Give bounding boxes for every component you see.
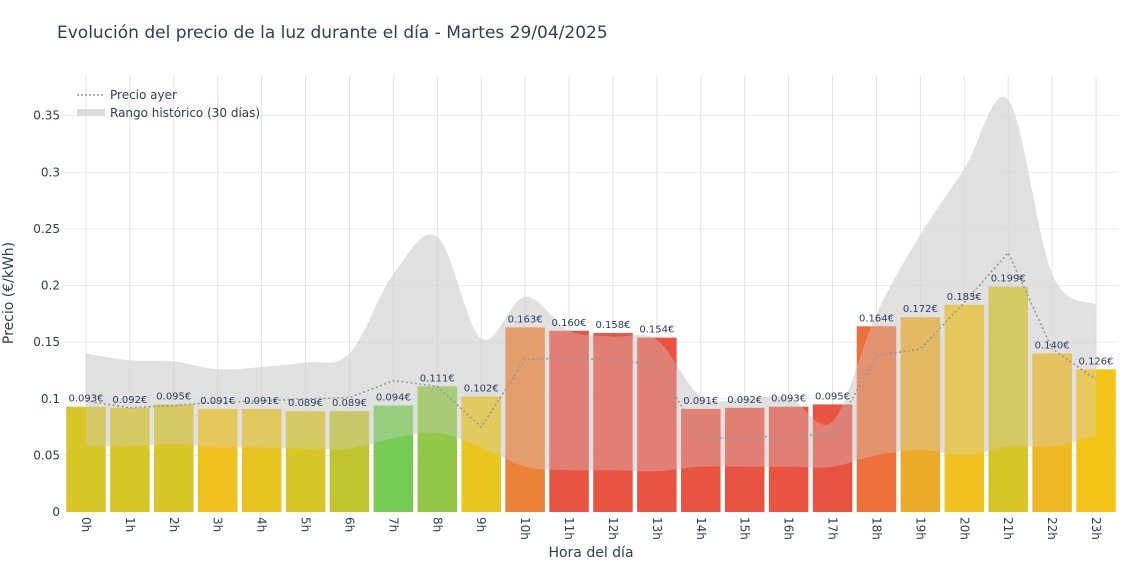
x-tick-label: 12h [606,517,620,540]
bar-value-label: 0.092€ [727,395,762,406]
y-tick-label: 0.35 [33,109,60,123]
bar-value-label: 0.183€ [947,292,982,303]
legend: Precio ayer Rango histórico (30 días) [77,88,260,120]
price-bar [812,404,853,512]
legend-band-swatch [77,109,105,116]
x-tick-label: 23h [1089,517,1103,540]
y-tick-label: 0.1 [41,392,60,406]
bar-value-label: 0.111€ [420,373,455,384]
legend-label-yesterday: Precio ayer [110,88,177,102]
price-bar [461,396,501,512]
historical-range-area [85,96,1097,472]
price-bar [373,405,414,512]
price-bar [724,407,765,512]
x-tick-label: 14h [694,517,708,540]
price-bar [988,286,1028,512]
chart-title: Evolución del precio de la luz durante e… [57,23,608,43]
bar-value-label: 0.092€ [112,395,147,406]
bar-value-label: 0.091€ [683,396,718,407]
x-tick-label: 21h [1001,517,1015,540]
price-bar [549,330,589,512]
price-bar [417,386,458,512]
x-tick-label: 18h [869,517,883,540]
x-tick-label: 9h [474,517,488,532]
y-tick-label: 0.3 [41,165,60,179]
x-axis-title: Hora del día [548,545,633,561]
x-tick-label: 1h [123,517,137,532]
price-bar [681,408,721,512]
bar-value-label: 0.089€ [288,398,323,409]
price-bar [110,407,150,512]
price-bar [856,326,897,512]
bar-value-label: 0.140€ [1035,340,1070,351]
price-bar [1076,369,1116,512]
x-tick-label: 7h [386,517,400,532]
x-tick-label: 13h [650,517,664,540]
price-bar [285,411,326,512]
bars [66,286,1116,512]
x-tick-label: 4h [255,517,269,532]
y-tick-label: 0.25 [33,222,60,236]
x-tick-label: 10h [518,517,532,540]
x-tick-label: 6h [342,517,356,532]
price-bar [66,406,106,512]
price-bar [154,404,194,512]
bar-value-label: 0.095€ [156,391,191,402]
x-tick-label: 2h [167,517,181,532]
historical-range-band [85,96,1097,472]
yesterday-line [85,251,1097,440]
price-bar [197,408,238,512]
axes: 0 0.05 0.1 0.15 0.2 0.25 0.3 0.35 0h 1h 2h 3h 4h 5h 6h… [33,109,1103,540]
bar-value-label: 0.094€ [376,393,411,404]
y-tick-label: 0.2 [41,279,60,293]
bar-value-label: 0.158€ [595,320,630,331]
x-tick-label: 17h [826,517,840,540]
bar-value-label: 0.089€ [332,398,367,409]
bar-value-label: 0.199€ [991,274,1026,285]
price-bar [944,304,985,512]
legend-label-range: Rango histórico (30 días) [110,106,260,120]
bar-value-label: 0.164€ [859,313,894,324]
bar-value-label: 0.102€ [464,383,499,394]
x-tick-label: 16h [782,517,796,540]
price-bar [1032,353,1072,512]
x-tick-label: 22h [1045,517,1059,540]
x-tick-label: 3h [211,517,225,532]
bar-value-label: 0.093€ [68,394,103,405]
bar-value-label: 0.093€ [771,394,806,405]
yesterday-price-line [85,96,1097,472]
price-bar [900,317,941,512]
y-tick-label: 0.15 [33,335,60,349]
bar-value-label: 0.154€ [639,325,674,336]
x-tick-label: 15h [738,517,752,540]
price-bar [329,411,370,512]
price-bar [768,406,809,512]
y-tick-label: 0 [52,505,60,519]
bar-value-label: 0.160€ [552,318,587,329]
x-tick-label: 8h [430,517,444,532]
bar-value-label: 0.172€ [903,304,938,315]
bar-value-label: 0.163€ [508,314,543,325]
price-bar [637,337,677,512]
historical-range-overlay [85,96,1097,472]
y-axis-title: Precio (€/kWh) [1,242,17,344]
bar-value-labels: 0.093€ 0.092€ 0.095€ 0.091€ 0.091€ 0.089€ 0.08… [68,274,1113,410]
bar-value-label: 0.126€ [1079,356,1114,367]
x-tick-label: 20h [957,517,971,540]
bar-value-label: 0.091€ [244,396,279,407]
x-tick-label: 5h [299,517,313,532]
y-tick-label: 0.05 [33,448,60,462]
x-tick-label: 0h [79,517,93,532]
x-tick-label: 11h [562,517,576,540]
bar-value-label: 0.091€ [200,396,235,407]
x-tick-label: 19h [913,517,927,540]
bar-value-label: 0.095€ [815,391,850,402]
price-bar [593,333,633,512]
price-bar [241,408,282,512]
